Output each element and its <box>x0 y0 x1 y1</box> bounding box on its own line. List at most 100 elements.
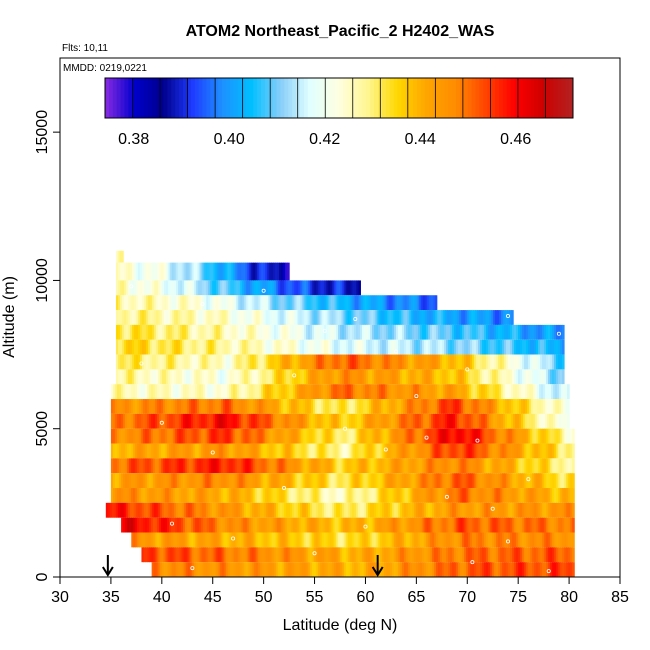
heatmap-cell <box>260 280 263 296</box>
heatmap-cell <box>452 443 455 459</box>
heatmap-cell <box>564 428 567 444</box>
heatmap-cell <box>404 502 407 518</box>
heatmap-cell <box>338 339 341 355</box>
heatmap-cell <box>153 547 157 563</box>
heatmap-cell <box>247 310 251 325</box>
heatmap-cell <box>504 369 507 385</box>
heatmap-cell <box>562 458 565 474</box>
heatmap-cell <box>486 517 489 533</box>
heatmap-cell <box>140 488 144 503</box>
heatmap-cell <box>232 295 235 311</box>
heatmap-cell <box>301 547 305 563</box>
colorbar-swatch <box>393 78 398 118</box>
heatmap-cell <box>450 562 453 577</box>
heatmap-cell <box>212 428 216 444</box>
heatmap-cell <box>236 399 240 414</box>
heatmap-cell <box>562 502 565 518</box>
heatmap-cell <box>282 339 285 355</box>
heatmap-cell <box>298 428 302 444</box>
heatmap-cell <box>435 399 438 414</box>
heatmap-cell <box>432 443 435 459</box>
heatmap-cell <box>317 547 321 563</box>
heatmap-cell <box>306 339 309 355</box>
heatmap-cell <box>237 262 240 281</box>
heatmap-cell <box>298 443 302 459</box>
heatmap-cell <box>432 488 435 503</box>
heatmap-cell <box>383 562 387 577</box>
heatmap-cell <box>284 324 287 340</box>
heatmap-cell <box>468 324 471 340</box>
heatmap-cell <box>292 473 296 489</box>
heatmap-cell <box>516 532 519 548</box>
heatmap-cell <box>499 310 502 325</box>
heatmap-cell <box>194 488 198 503</box>
heatmap-cell <box>463 399 466 414</box>
heatmap-cell <box>160 324 163 340</box>
heatmap-cell <box>484 488 487 503</box>
heatmap-cell <box>161 517 164 533</box>
heatmap-cell <box>422 502 425 518</box>
heatmap-cell <box>380 354 383 370</box>
heatmap-cell <box>510 532 513 548</box>
heatmap-cell <box>172 443 176 459</box>
heatmap-cell <box>396 324 399 340</box>
heatmap-cell <box>330 443 334 459</box>
colorbar-swatch <box>288 78 293 118</box>
heatmap-cell <box>410 517 414 533</box>
heatmap-cell <box>270 517 274 533</box>
heatmap-cell <box>153 310 157 325</box>
x-tick-label: 70 <box>458 589 476 606</box>
heatmap-cell <box>154 473 158 489</box>
heatmap-cell <box>227 502 231 518</box>
heatmap-cell <box>415 562 419 577</box>
heatmap-cell <box>171 547 175 563</box>
heatmap-cell <box>362 339 365 355</box>
heatmap-cell <box>157 310 161 325</box>
heatmap-cell <box>436 502 439 518</box>
heatmap-cell <box>282 488 286 503</box>
heatmap-cell <box>376 428 380 444</box>
heatmap-cell <box>514 443 517 459</box>
colorbar-swatch <box>264 78 270 118</box>
heatmap-cell <box>436 473 439 489</box>
heatmap-cell <box>209 562 213 577</box>
heatmap-cell <box>272 354 275 370</box>
heatmap-cell <box>511 399 514 414</box>
heatmap-cell <box>386 517 390 533</box>
heatmap-cell <box>300 428 304 444</box>
heatmap-cell <box>421 547 425 563</box>
heatmap-cell <box>478 458 481 474</box>
heatmap-cell <box>333 384 336 400</box>
heatmap-cell <box>402 458 406 474</box>
heatmap-cell <box>348 488 352 503</box>
heatmap-cell <box>299 502 303 518</box>
heatmap-cell <box>244 399 248 414</box>
heatmap-cell <box>367 399 370 414</box>
heatmap-cell <box>512 517 515 533</box>
heatmap-cell <box>453 547 457 563</box>
heatmap-cell <box>218 413 222 429</box>
colorbar-swatch <box>541 78 547 118</box>
heatmap-cell <box>182 354 185 370</box>
heatmap-cell <box>568 443 571 459</box>
heatmap-cell <box>379 384 382 400</box>
heatmap-cell <box>232 443 236 459</box>
heatmap-cell <box>465 532 469 548</box>
heatmap-cell <box>397 532 401 548</box>
heatmap-cell <box>370 458 374 474</box>
heatmap-cell <box>124 458 128 474</box>
colorbar-swatch <box>272 78 278 118</box>
heatmap-cell <box>166 428 170 444</box>
colorbar-swatch <box>132 78 137 118</box>
heatmap-cell <box>318 295 322 311</box>
heatmap-cell <box>558 443 561 459</box>
colorbar-swatch <box>253 78 258 118</box>
heatmap-cell <box>427 532 431 548</box>
heatmap-cell <box>436 428 439 444</box>
heatmap-cell <box>534 562 537 577</box>
heatmap-cell <box>542 473 545 489</box>
heatmap-cell <box>302 488 306 503</box>
heatmap-cell <box>473 399 476 414</box>
heatmap-cell <box>521 399 524 414</box>
heatmap-cell <box>374 488 378 503</box>
